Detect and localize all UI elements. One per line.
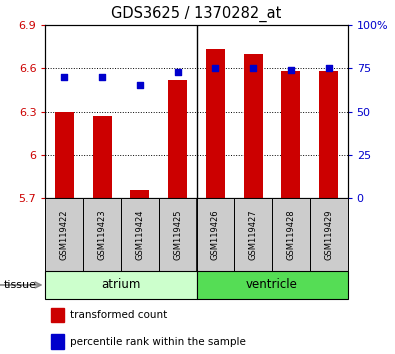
- Point: [212, 65, 218, 71]
- Bar: [197, 271, 348, 299]
- Text: GSM119429: GSM119429: [324, 209, 333, 260]
- Bar: [121, 198, 159, 271]
- Point: [288, 67, 294, 73]
- Text: GSM119426: GSM119426: [211, 209, 220, 260]
- Bar: [282, 71, 300, 198]
- Point: [250, 65, 256, 71]
- Bar: [93, 116, 111, 198]
- Text: GSM119424: GSM119424: [135, 209, 144, 260]
- Text: percentile rank within the sample: percentile rank within the sample: [70, 337, 246, 347]
- Bar: [83, 198, 121, 271]
- Text: transformed count: transformed count: [70, 310, 167, 320]
- Bar: [55, 112, 74, 198]
- Point: [61, 74, 68, 80]
- Bar: [244, 54, 263, 198]
- Bar: [45, 271, 197, 299]
- Text: atrium: atrium: [101, 279, 141, 291]
- Text: GSM119422: GSM119422: [60, 209, 69, 260]
- Bar: [130, 190, 149, 198]
- Bar: [319, 71, 338, 198]
- Point: [175, 69, 181, 74]
- Title: GDS3625 / 1370282_at: GDS3625 / 1370282_at: [111, 6, 282, 22]
- Point: [99, 74, 105, 80]
- Text: GSM119428: GSM119428: [286, 209, 295, 260]
- Bar: [159, 198, 197, 271]
- Bar: [272, 198, 310, 271]
- Bar: [234, 198, 272, 271]
- Text: tissue: tissue: [4, 280, 37, 290]
- Text: GSM119423: GSM119423: [98, 209, 107, 260]
- Bar: [310, 198, 348, 271]
- Bar: [45, 198, 83, 271]
- Point: [137, 83, 143, 88]
- Point: [325, 65, 332, 71]
- Bar: [51, 335, 64, 349]
- Bar: [197, 198, 234, 271]
- Text: ventricle: ventricle: [246, 279, 298, 291]
- Bar: [206, 49, 225, 198]
- Text: GSM119425: GSM119425: [173, 209, 182, 260]
- Bar: [51, 308, 64, 322]
- Text: GSM119427: GSM119427: [249, 209, 258, 260]
- Bar: [168, 80, 187, 198]
